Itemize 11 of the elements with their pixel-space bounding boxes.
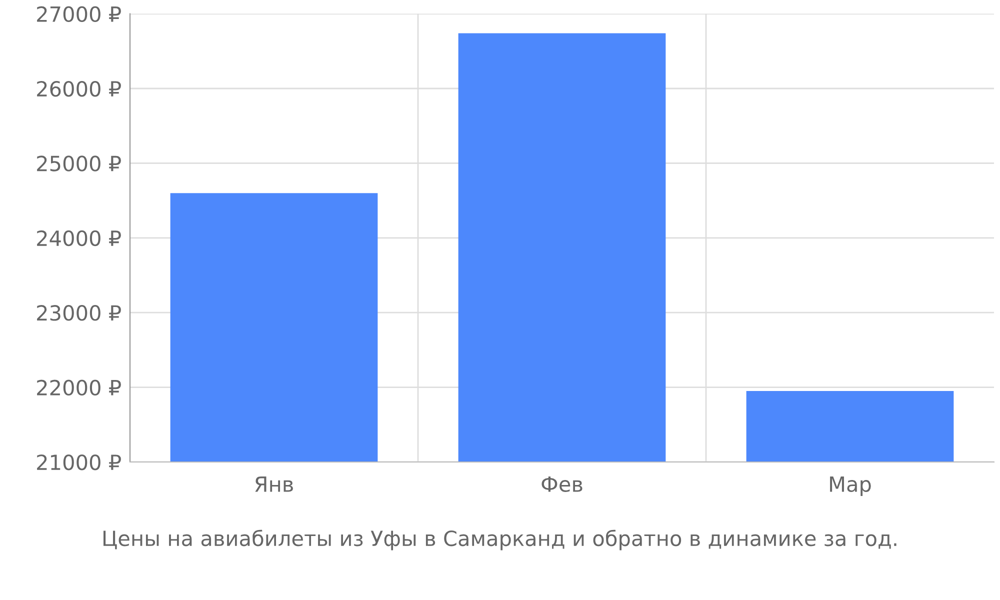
text: Цены на авиабилеты из Уфы в Самарканд и обратно в динамике за год. (104, 530, 896, 550)
y-tick-label: 24000 ₽ (37, 230, 121, 246)
y-tick-label: 25000 ₽ (37, 156, 121, 172)
y-tick-label: 22000 ₽ (37, 380, 121, 396)
y-tick-label: 21000 ₽ (37, 454, 121, 470)
x-tick-label: Фев (542, 476, 582, 492)
y-tick-label: 27000 ₽ (37, 6, 121, 22)
y-tick-label: 26000 ₽ (37, 80, 121, 97)
x-tick-label: Мар (830, 476, 871, 496)
x-tick-label: Янв (255, 476, 293, 492)
y-tick-label: 23000 ₽ (37, 305, 121, 321)
